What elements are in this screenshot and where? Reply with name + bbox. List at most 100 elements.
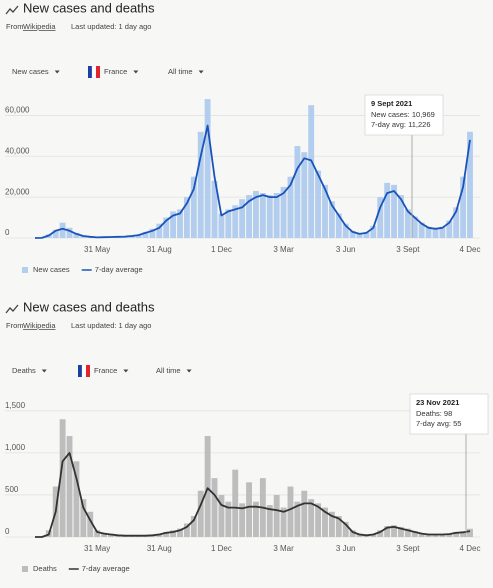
bar [197, 131, 204, 238]
legend-label: 7-day average [95, 265, 143, 274]
bar [467, 528, 473, 537]
bar [404, 209, 411, 238]
bar [377, 530, 384, 537]
dropdown[interactable]: France [88, 65, 139, 79]
bar [460, 176, 467, 238]
bar [225, 209, 232, 238]
bar [308, 499, 315, 537]
bar [418, 222, 425, 238]
source-prefix: From [6, 22, 24, 31]
x-tick-label: 31 May [84, 544, 110, 553]
x-tick-label: 31 May [84, 245, 110, 254]
bar [287, 486, 294, 537]
last-updated: Last updated: 1 day ago [71, 321, 151, 330]
dropdown-arrow [123, 369, 129, 373]
dropdown[interactable]: All time [156, 366, 192, 375]
bar [80, 499, 87, 537]
bar [453, 207, 460, 238]
x-tick-label: 3 Jun [336, 544, 356, 553]
source-prefix: From [6, 321, 24, 330]
bar [218, 494, 225, 537]
bar [246, 482, 252, 537]
source-link[interactable]: Wikipedia [23, 22, 56, 31]
flag-red [86, 365, 90, 377]
bar [287, 176, 294, 238]
tooltip-line-text: 7-day avg: 11,226 [371, 120, 431, 129]
dropdown-label: New cases [12, 67, 49, 76]
bar [94, 530, 101, 537]
bar [335, 213, 342, 238]
bar [322, 507, 328, 537]
bar [432, 534, 439, 537]
bar [246, 195, 252, 238]
x-tick-label: 4 Dec [460, 544, 481, 553]
bar [398, 526, 404, 537]
flag-blue [78, 365, 82, 377]
chart-title: New cases and deaths [23, 0, 155, 15]
y-tick-label: 0 [5, 228, 10, 237]
bar [197, 490, 204, 537]
bar [349, 530, 356, 537]
bar [66, 227, 73, 238]
bar [73, 461, 80, 537]
tooltip-box [409, 393, 489, 435]
bar [66, 436, 73, 537]
last-updated: Last updated: 1 day ago [71, 22, 151, 31]
y-tick-label: 1,000 [5, 443, 26, 452]
bar [398, 195, 404, 238]
dropdown[interactable]: New cases [12, 67, 60, 76]
bar [294, 501, 301, 537]
tooltip-date: 9 Sept 2021 [371, 99, 412, 108]
bar [467, 131, 473, 238]
bar [349, 230, 356, 238]
dropdown[interactable]: All time [168, 67, 204, 76]
y-tick-label: 500 [5, 485, 19, 494]
dropdown-label: All time [168, 67, 193, 76]
dropdown-label: France [104, 67, 127, 76]
bar [177, 528, 183, 537]
bar [301, 152, 308, 238]
bar [308, 105, 315, 238]
bar [439, 534, 446, 537]
dropdown[interactable]: Deaths [12, 366, 47, 375]
bar [273, 193, 280, 238]
bar [135, 234, 142, 238]
bar [239, 503, 246, 537]
dropdown[interactable]: France [78, 364, 129, 378]
flag-white [81, 364, 87, 378]
bar [439, 226, 446, 238]
bar [273, 494, 280, 537]
bar [418, 533, 425, 537]
bar [342, 521, 349, 537]
avg-line [34, 124, 471, 239]
bar [211, 478, 218, 537]
bar [253, 191, 259, 238]
bar [301, 490, 308, 537]
legend-label: Deaths [33, 564, 57, 573]
x-tick-label: 1 Dec [211, 544, 232, 553]
bar [253, 501, 259, 537]
bar [156, 223, 163, 238]
bar [404, 528, 411, 537]
y-tick-label: 0 [5, 527, 10, 536]
bar [384, 182, 391, 238]
bar [163, 531, 170, 537]
dropdown-arrow [54, 70, 60, 74]
tooltip-line-text: 7-day avg: 55 [416, 419, 461, 428]
dropdown-arrow [41, 369, 47, 373]
trend-icon [5, 5, 19, 15]
dropdown-label: France [94, 366, 117, 375]
x-tick-label: 3 Sept [396, 544, 420, 553]
legend-swatch [22, 267, 28, 273]
bar [384, 526, 391, 537]
dropdown-arrow [186, 369, 192, 373]
x-tick-label: 31 Aug [147, 245, 172, 254]
y-tick-label: 40,000 [5, 146, 30, 155]
dropdown-label: All time [156, 366, 181, 375]
bar [170, 530, 177, 537]
y-tick-label: 1,500 [5, 401, 26, 410]
y-tick-label: 20,000 [5, 187, 30, 196]
source-link[interactable]: Wikipedia [23, 321, 56, 330]
bar [163, 217, 170, 238]
